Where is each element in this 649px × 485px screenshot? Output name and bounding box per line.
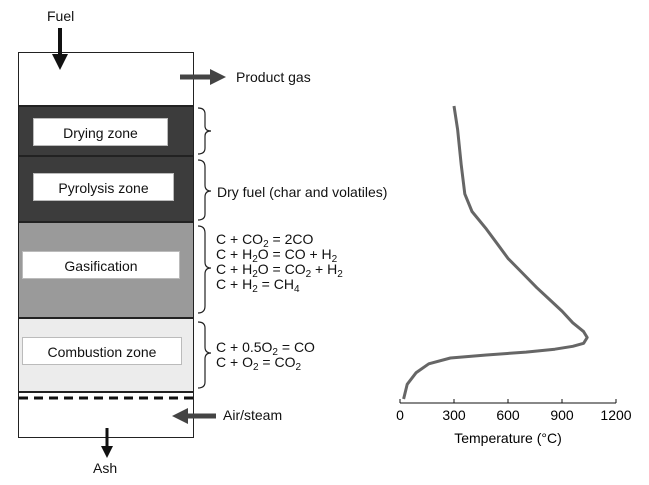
x-tick-label-600: 600 xyxy=(496,407,520,423)
gasification-brace-icon xyxy=(197,225,212,314)
combustion-equations: C + 0.5O2 = CO C + O2 = CO2 xyxy=(216,339,315,373)
drying-brace-icon xyxy=(197,107,212,155)
combustion-brace-icon xyxy=(197,321,212,389)
gasification-equation-4: C + H2 = CH4 xyxy=(216,276,300,295)
gasification-equation-3: C + H2O = CO2 + H2 xyxy=(216,261,343,280)
x-axis-label: Temperature (°C) xyxy=(454,430,562,446)
combustion-equation-1: C + 0.5O2 = CO xyxy=(216,339,315,358)
reactor-top-section xyxy=(18,52,194,106)
ash-label: Ash xyxy=(93,460,118,476)
temperature-profile-line xyxy=(402,105,589,400)
temperature-chart: 0 300 600 900 1200 Temperature (°C) xyxy=(396,105,632,446)
x-tick-label-900: 900 xyxy=(550,407,574,423)
pyrolysis-zone-label: Pyrolysis zone xyxy=(33,173,174,201)
air-steam-label: Air/steam xyxy=(223,407,283,423)
x-tick-label-0: 0 xyxy=(396,407,404,423)
dry-fuel-label: Dry fuel (char and volatiles) xyxy=(217,184,388,200)
combustion-zone-label: Combustion zone xyxy=(22,337,182,365)
x-tick-label-1200: 1200 xyxy=(600,407,631,423)
gasification-equations: C + CO2 = 2CO C + H2O = CO + H2 C + H2O = … xyxy=(216,231,343,295)
fuel-label: Fuel xyxy=(47,8,75,24)
product-gas-label: Product gas xyxy=(236,69,311,85)
pyrolysis-brace-icon xyxy=(197,159,212,221)
drying-zone-label: Drying zone xyxy=(33,118,168,146)
gasification-equation-2: C + H2O = CO + H2 xyxy=(216,246,338,265)
gasification-equation-1: C + CO2 = 2CO xyxy=(216,231,314,250)
x-tick-label-300: 300 xyxy=(442,407,466,423)
gasification-label: Gasification xyxy=(22,251,180,279)
combustion-equation-2: C + O2 = CO2 xyxy=(216,354,302,373)
